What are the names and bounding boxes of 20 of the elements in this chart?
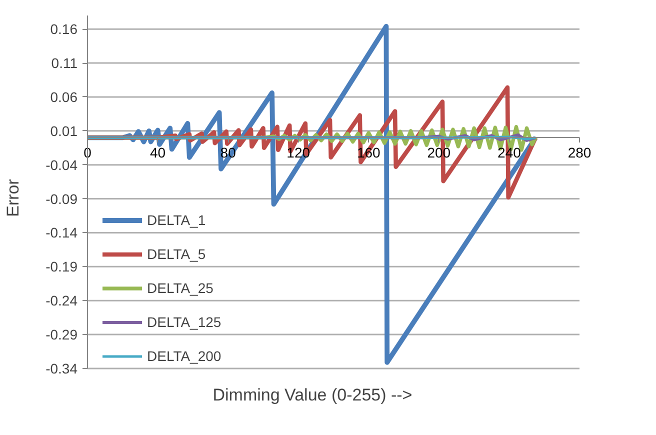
x-tick-label: 280 [568, 144, 592, 161]
y-tick-label: -0.04 [46, 156, 78, 173]
y-axis-title: Error [4, 178, 22, 217]
y-tick-label: -0.09 [46, 190, 78, 207]
y-tick-label: 0.16 [50, 21, 78, 38]
legend-label: DELTA_200 [147, 348, 222, 364]
y-tick-label: -0.29 [46, 326, 78, 343]
x-axis-title: Dimming Value (0-255) --> [212, 386, 412, 404]
y-tick-label: -0.19 [46, 258, 78, 275]
y-tick-label: -0.34 [46, 360, 78, 376]
y-tick-label: 0.11 [51, 55, 78, 72]
y-tick-label: 0.01 [50, 122, 78, 139]
x-tick-label: 40 [150, 144, 166, 161]
y-tick-label: -0.14 [46, 224, 78, 241]
y-tick-label: -0.24 [46, 292, 78, 309]
y-tick-label: 0.06 [50, 88, 78, 105]
legend-label: DELTA_1 [147, 212, 206, 228]
legend-label: DELTA_125 [147, 314, 222, 330]
legend-label: DELTA_25 [147, 280, 214, 296]
legend-label: DELTA_5 [147, 246, 206, 262]
